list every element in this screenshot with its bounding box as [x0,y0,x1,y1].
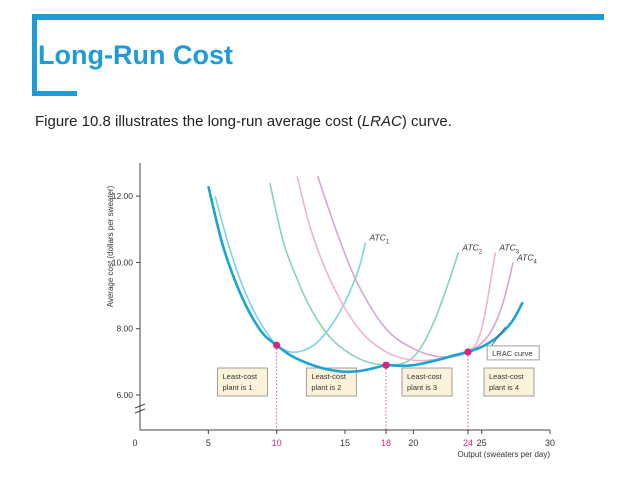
y-axis-label: Average cost (dollars per sweater) [106,185,115,307]
chart-annotation-boxes: Least-cost plant is 1 Least-cost plant is 2… [217,367,535,397]
atc-label-sub: 1 [386,240,390,246]
chart-labels: Output (sweaters per day) Average cost (d… [106,185,550,459]
atc-label-main: ATC [516,252,534,262]
subtitle-text-end: ) curve. [401,113,452,130]
least-cost-box-line1: Least-cost [223,372,259,381]
least-cost-box-4 [483,367,535,397]
x-tick-label: 15 [340,438,350,448]
lrac-label-box [486,345,540,361]
atc-label-sub: 4 [533,259,537,265]
atc2-label: ATC2 [461,242,482,255]
x-tick-label: 30 [545,438,555,448]
atc2-curve [296,176,497,362]
subtitle-text-start: Figure 10.8 illustrates the long-run ave… [35,113,362,130]
atc0-curve [214,195,367,354]
x-tick-label: 10 [272,438,282,448]
atc1-curve [269,182,460,367]
least-cost-point-1 [273,341,281,349]
x-tick-label: 24 [463,438,473,448]
x-tick-label: 18 [381,438,391,448]
least-cost-box-line2: plant is 2 [311,383,341,392]
atc-label-main: ATC [461,242,479,252]
subtitle-lrac-emphasis: LRAC [361,113,402,130]
x-tick-label: 25 [477,438,487,448]
y-axis-break [134,403,146,414]
least-cost-point-2 [382,361,390,369]
y-tick-label: 10.00 [112,257,134,267]
least-cost-point-3 [464,348,472,356]
least-cost-box-line2: plant is 1 [223,383,253,392]
title-accent-left-bar [32,20,37,95]
x-tick-label: 20 [408,438,418,448]
x-tick-label: 5 [206,438,211,448]
atc1-label: ATC1 [369,233,390,246]
least-cost-box-line1: Least-cost [407,372,443,381]
lrac-curve [207,185,524,374]
title-accent-top-bar [32,14,604,20]
least-cost-box-1 [217,367,268,397]
lrac-label-text: LRAC curve [492,349,532,358]
least-cost-box-line1: Least-cost [311,372,347,381]
least-cost-box-3 [401,367,453,397]
atc3-curve [316,175,514,358]
atc3-label: ATC3 [498,242,519,255]
least-cost-box-line2: plant is 4 [489,383,519,392]
atc4-label: ATC4 [516,252,537,265]
atc-label-main: ATC [369,233,387,243]
least-cost-box-line1: Least-cost [489,372,525,381]
atc-label-sub: 2 [479,249,483,255]
y-tick-label: 6.00 [116,390,133,400]
title-accent-bottom-bar [32,91,77,96]
least-cost-box-line2: plant is 3 [407,383,437,392]
slide-subtitle: Figure 10.8 illustrates the long-run ave… [35,113,452,130]
atc-label-main: ATC [498,242,516,252]
atc-label-sub: 3 [516,249,520,255]
y-tick-label: 12.00 [112,191,134,201]
x-tick-label: 0 [132,438,137,448]
chart-guide-lines [276,345,469,430]
slide-title: Long-Run Cost [38,40,233,70]
chart-curves [207,175,524,374]
chart-points [273,341,472,369]
x-axis-label: Output (sweaters per day) [458,450,551,459]
y-tick-label: 8.00 [116,324,133,334]
